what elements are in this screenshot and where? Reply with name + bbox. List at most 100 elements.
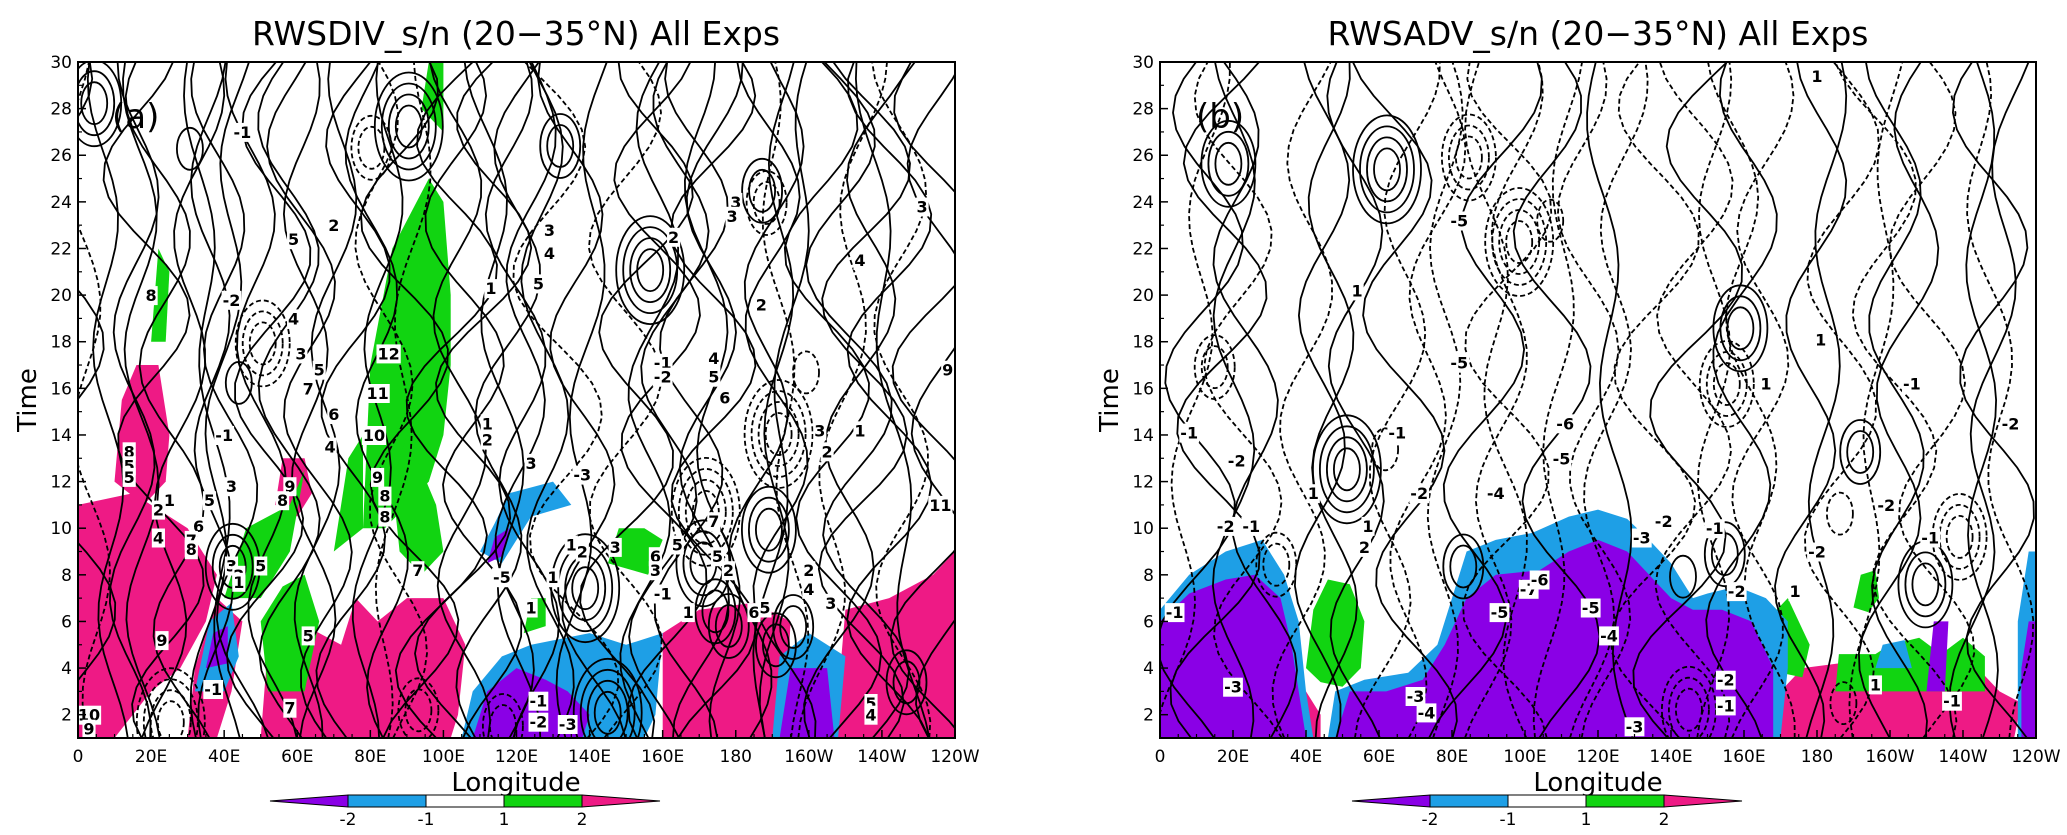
contour-loop <box>764 412 793 456</box>
contour-label: -6 <box>1529 570 1550 590</box>
contour-loop <box>1455 135 1483 180</box>
contour-label: 2 <box>151 500 165 520</box>
contour-line-negative <box>1426 62 1464 738</box>
contour-loop <box>1326 436 1368 503</box>
contour-loop <box>762 623 790 668</box>
x-tick-label: 100E <box>422 747 465 767</box>
contour-label: 1 <box>480 414 494 434</box>
contour-line-negative <box>1731 62 1795 738</box>
contour-label-text: 8 <box>146 286 157 305</box>
contour-label: 9 <box>82 719 96 739</box>
contour-line-positive <box>266 62 353 738</box>
contour-label-text: -5 <box>1450 354 1468 373</box>
contour-label: 2 <box>802 561 816 581</box>
contour-label-text: 3 <box>295 344 306 363</box>
contour-label-text: 1 <box>1308 484 1319 503</box>
contour-line-positive <box>906 72 955 738</box>
contour-label-text: 6 <box>748 603 759 622</box>
contour-label: 3 <box>524 453 538 473</box>
colorbar-segment-white <box>425 794 505 808</box>
contour-label-text: 1 <box>1815 330 1826 349</box>
contour-label: -5 <box>1580 598 1601 618</box>
contour-label-text: 1 <box>233 573 244 592</box>
contour-line-positive <box>484 62 561 738</box>
x-tick-label: 140W <box>857 747 906 767</box>
contour-label-text: -3 <box>1626 717 1644 736</box>
contour-line-negative <box>871 62 932 738</box>
contour-label-text: -4 <box>1487 484 1505 503</box>
shaded-region-purple <box>1335 539 1774 738</box>
contour-label: -3 <box>1631 528 1652 548</box>
contour-label: -3 <box>572 465 593 485</box>
y-tick-label: 8 <box>1143 566 1154 586</box>
contour-line-negative <box>1462 62 1553 738</box>
colorbar-label: 2 <box>1659 810 1670 830</box>
contour-label: 1 <box>1810 67 1824 86</box>
contour-line-negative <box>1532 62 1583 738</box>
contour-label-text: -2 <box>1877 496 1895 515</box>
y-tick-label: 18 <box>50 333 72 353</box>
contour-label: -1 <box>232 122 253 142</box>
contour-label-text: 6 <box>328 405 339 424</box>
contour-label: 4 <box>287 309 301 329</box>
contour-label: -3 <box>1624 717 1645 737</box>
contour-label: -1 <box>1715 696 1736 716</box>
contour-loop <box>670 456 741 567</box>
contour-label-text: -2 <box>1217 517 1235 536</box>
contour-line-positive <box>1774 62 1848 738</box>
contour-label: -1 <box>1179 423 1200 443</box>
contour-line-positive <box>1307 62 1359 738</box>
contour-line-positive <box>1857 62 1940 738</box>
contour-loop <box>546 124 575 168</box>
contour-label: 4 <box>151 528 165 548</box>
contour-label: 1 <box>1788 582 1802 602</box>
y-tick-label: 24 <box>1132 193 1154 213</box>
contour-loop <box>142 678 199 738</box>
contour-loop <box>684 478 727 545</box>
contour-label-text: 5 <box>865 694 876 713</box>
contour-label: -1 <box>652 584 673 604</box>
contour-label: -2 <box>2000 414 2021 434</box>
colorbar-segment-blue <box>1429 794 1509 808</box>
y-tick-label: 30 <box>1132 53 1154 73</box>
contour-line-positive <box>78 62 117 682</box>
contour-loop <box>380 82 437 171</box>
contour-line-negative <box>1888 62 1976 738</box>
contour-label: -1 <box>1704 519 1725 539</box>
contour-loop <box>741 157 783 224</box>
contour-line-positive <box>282 62 337 738</box>
contour-loop <box>707 593 750 659</box>
contour-loop <box>1200 119 1257 208</box>
contour-label-text: 7 <box>412 561 423 580</box>
contour-loop <box>482 693 524 738</box>
contour-label-text: -5 <box>1553 449 1571 468</box>
panel-b-y-axis-label: Time <box>1095 368 1125 433</box>
contour-line-positive <box>783 62 883 738</box>
panel-b-colorbar: -2 -1 1 2 <box>1351 794 1743 830</box>
contour-loop <box>394 104 423 149</box>
contour-loop <box>1911 562 1940 607</box>
contour-loop <box>629 237 672 304</box>
contour-label: 2 <box>1357 537 1371 557</box>
contour-loop <box>1366 136 1408 203</box>
contour-loop <box>1491 198 1548 286</box>
contour-loop <box>615 215 686 326</box>
contour-label: 5 <box>202 491 217 511</box>
panel-a-colorbar: -2 -1 1 2 <box>269 794 661 830</box>
contour-loop <box>387 93 430 160</box>
contour-label-text: -6 <box>1556 414 1574 433</box>
y-tick-label: 12 <box>50 473 72 493</box>
x-tick-label: 160W <box>1865 747 1914 767</box>
contour-loop <box>1698 340 1755 428</box>
contour-label-text: 1 <box>683 603 694 622</box>
x-tick-label: 20E <box>1217 747 1249 767</box>
contour-loop <box>1505 220 1534 264</box>
contour-line-positive <box>1705 62 1778 738</box>
contour-line-positive <box>619 62 680 738</box>
contour-loop <box>550 533 621 644</box>
contour-label-text: 7 <box>303 379 314 398</box>
contour-loop <box>1931 493 1988 581</box>
contour-label-text: -1 <box>204 680 222 699</box>
contour-label-text: 9 <box>372 468 383 487</box>
